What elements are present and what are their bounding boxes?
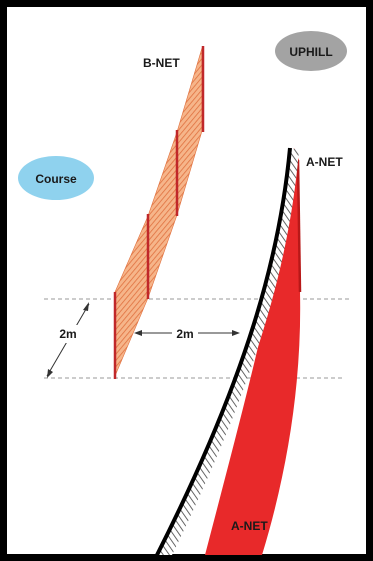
a-net	[205, 148, 301, 555]
dimension-horizontal-label: 2m	[176, 327, 193, 341]
uphill-label: UPHILL	[289, 45, 332, 59]
a-net-label-top: A-NET	[306, 155, 343, 169]
course-label: Course	[35, 172, 77, 186]
uphill-badge: UPHILL	[275, 31, 347, 71]
a-net-black-edge	[155, 147, 292, 556]
dimension-vertical: 2m	[46, 302, 90, 378]
a-net-label-bottom: A-NET	[231, 519, 268, 533]
dimension-horizontal: 2m	[134, 325, 240, 343]
dimension-vertical-label: 2m	[59, 327, 76, 341]
a-net-post	[296, 159, 302, 293]
course-badge: Course	[18, 156, 94, 200]
b-net	[113, 46, 205, 379]
b-net-label: B-NET	[143, 56, 180, 70]
